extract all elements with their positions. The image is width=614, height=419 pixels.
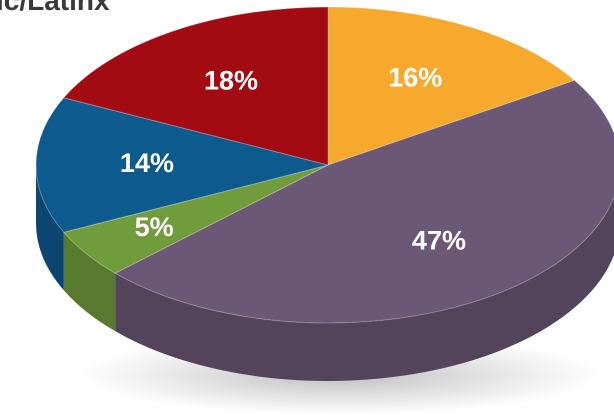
slice-label: 14% [120, 148, 174, 178]
pie-labels: 16% 47% 5% 14% 18% [120, 62, 466, 255]
slice-label: 18% [204, 65, 258, 95]
pie-slice [327, 6, 576, 166]
pie-slice [62, 164, 329, 274]
slice-label: 47% [412, 226, 466, 256]
pie-slice [35, 97, 329, 233]
pie-slice [62, 6, 329, 166]
pie-side [63, 232, 116, 332]
slice-label: 5% [135, 212, 174, 242]
chart-title: ic/Latinx [0, 0, 110, 16]
pie-sides [36, 165, 614, 381]
slice-label: 16% [388, 62, 442, 92]
pie-side [115, 196, 614, 381]
pie-side [36, 165, 64, 291]
pie-slice [114, 79, 614, 324]
pie-tops [35, 6, 614, 324]
